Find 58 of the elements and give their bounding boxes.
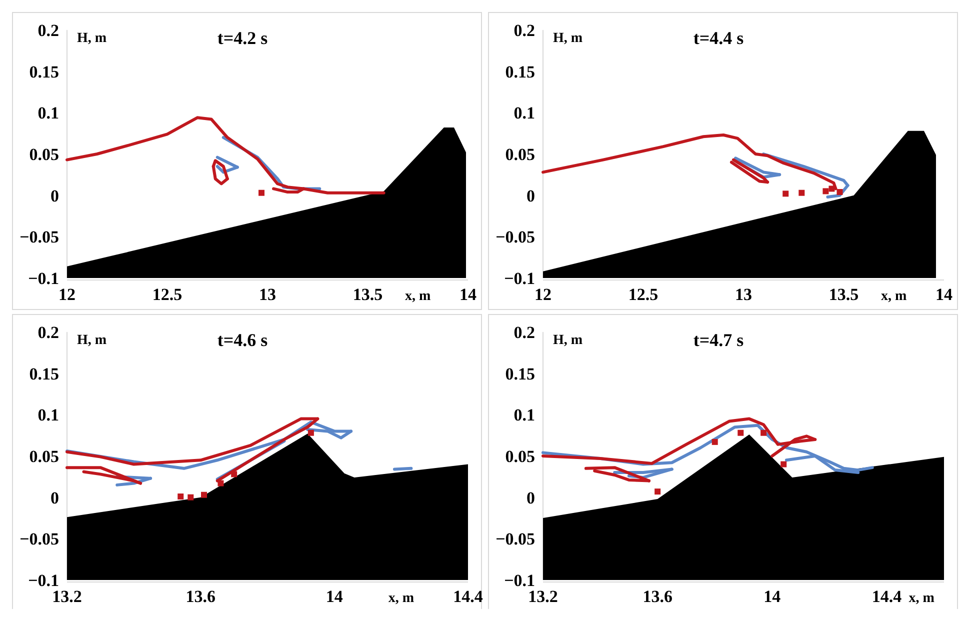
y-axis-title: H, m (77, 31, 107, 46)
y-tick-label: 0.15 (505, 364, 535, 384)
y-tick-label: −0.1 (28, 570, 59, 590)
y-tick-label: 0 (526, 186, 535, 206)
y-tick-label: 0.05 (29, 446, 59, 466)
y-tick-label: −0.05 (496, 228, 535, 247)
x-tick-label: 13.2 (52, 587, 82, 606)
x-axis-title: x, m (405, 289, 432, 304)
x-tick-label: 14.4 (453, 587, 484, 606)
chart-title: t=4.6 s (217, 330, 268, 350)
x-tick-label: 14 (936, 285, 953, 304)
y-tick-label: −0.1 (504, 570, 535, 590)
x-tick-label: 12 (58, 285, 76, 304)
y-axis-title: H, m (77, 333, 107, 348)
y-axis-title: H, m (553, 333, 583, 348)
y-tick-label: 0.15 (505, 62, 535, 82)
y-axis-title: H, m (553, 31, 583, 46)
chart-title: t=4.2 s (217, 28, 268, 48)
y-tick-label: 0 (50, 488, 59, 508)
x-tick-label: 13.2 (528, 587, 558, 606)
x-axis-title: x, m (881, 289, 908, 304)
y-tick-label: 0.05 (29, 144, 59, 164)
y-tick-label: 0.1 (514, 104, 535, 123)
x-tick-label: 13.6 (642, 587, 672, 606)
x-tick-label: 13.5 (828, 285, 859, 304)
y-tick-label: −0.05 (496, 530, 535, 549)
y-tick-label: 0.2 (514, 20, 535, 40)
x-tick-label: 12 (534, 285, 552, 304)
y-tick-label: 0 (526, 488, 535, 508)
chart-title: t=4.7 s (693, 330, 744, 350)
y-tick-label: 0.1 (38, 104, 59, 123)
y-tick-label: 0.2 (38, 20, 59, 40)
x-tick-label: 13 (735, 285, 752, 304)
x-tick-label: 12.5 (152, 285, 182, 304)
x-axis-title: x, m (908, 591, 935, 606)
y-tick-label: 0.05 (505, 144, 535, 164)
x-tick-label: 12.5 (628, 285, 658, 304)
y-tick-label: 0.05 (505, 446, 535, 466)
chart-title: t=4.4 s (693, 28, 744, 48)
x-tick-label: 14.4 (872, 587, 902, 606)
y-tick-label: 0.1 (38, 406, 59, 425)
y-tick-label: 0.1 (514, 406, 535, 425)
y-tick-label: 0.15 (29, 62, 59, 82)
y-tick-label: 0 (50, 186, 59, 206)
x-tick-label: 13.5 (352, 285, 383, 304)
x-tick-label: 13.6 (186, 587, 216, 606)
y-tick-label: −0.1 (504, 268, 535, 288)
y-tick-label: −0.05 (20, 228, 59, 247)
x-tick-label: 14 (326, 587, 344, 606)
x-axis-title: x, m (388, 591, 414, 606)
y-tick-label: −0.05 (20, 530, 59, 549)
x-tick-label: 13 (259, 285, 276, 304)
x-tick-label: 14 (764, 587, 782, 606)
x-tick-label: 14 (460, 285, 477, 304)
y-tick-label: 0.15 (29, 364, 59, 384)
y-tick-label: 0.2 (514, 322, 535, 342)
y-tick-label: −0.1 (28, 268, 59, 288)
y-tick-label: 0.2 (38, 322, 59, 342)
